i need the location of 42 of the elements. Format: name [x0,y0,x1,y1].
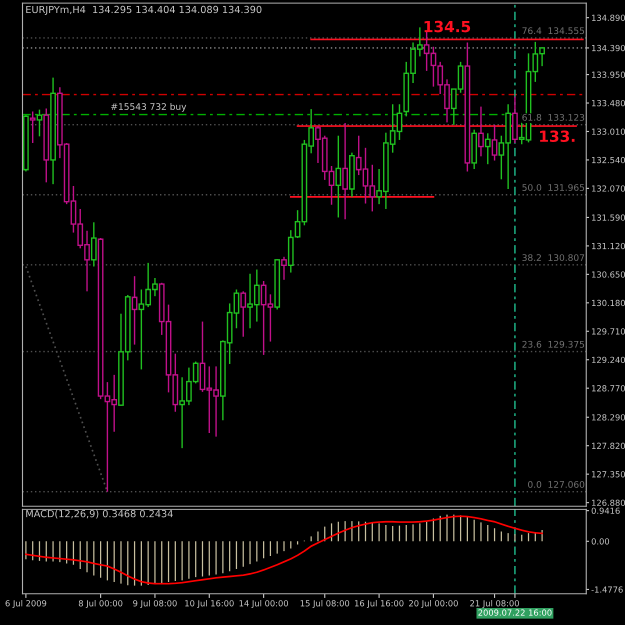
chart-title: EURJPYm,H4 134.295 134.404 134.089 134.390 [26,6,262,15]
y-tick-label: 132.070 [592,185,625,192]
x-tick-label: 6 Jul 2009 [6,600,46,608]
x-tick-label: 9 Jul 08:00 [133,600,177,608]
x-tick-label: 2009.07.22 16:00 [478,609,552,616]
y-tick-label: 129.710 [592,328,625,335]
ref-line-label: 61.8 133.123 [522,114,584,121]
y-tick-label: 133.480 [592,100,625,106]
series-label: 134.5 [424,20,470,32]
y-tick-label: 129.240 [592,356,625,364]
x-tick-label: 15 Jul 08:00 [300,600,350,608]
y-tick-label: 134.390 [592,44,625,52]
series-label: 133. [540,130,575,142]
x-tick-label: 21 Jul 08:00 [470,600,519,608]
y-tick-label: 127.350 [592,471,625,478]
y-tick-label: 0.00 [592,538,610,545]
x-tick-label: 20 Jul 00:00 [409,600,458,608]
y-tick-label: -1.4776 [592,586,623,593]
y-tick-label: 131.590 [592,214,625,221]
x-tick-label: 10 Jul 16:00 [185,600,234,608]
y-tick-label: 128.290 [592,414,625,421]
x-tick-label: 8 Jul 00:00 [78,600,122,608]
ref-line-label: 50.0 131.965 [522,184,584,191]
ref-line-label: 76.4 134.555 [522,27,584,34]
y-tick-label: 127.820 [592,442,625,449]
x-tick-label: 16 Jul 16:00 [355,600,404,608]
y-tick-label: 128.770 [592,385,625,392]
y-tick-label: 130.650 [592,271,625,278]
y-tick-label: 126.880 [592,500,625,506]
y-tick-label: 131.120 [592,242,625,250]
y-tick-label: 130.180 [592,300,625,306]
ref-line-label: 0.0 127.060 [528,481,584,488]
x-tick-label: 14 Jul 00:00 [240,600,288,608]
y-tick-label: 133.950 [592,72,625,78]
y-tick-label: 134.890 [592,14,625,21]
y-tick-label: 133.010 [592,128,625,135]
ref-line-label: 38.2 130.807 [522,254,584,262]
chart-title: MACD(12,26,9) 0.3468 0.2434 [26,510,173,518]
ref-line-label: 23.6 129.375 [522,340,584,348]
y-tick-label: 132.540 [592,156,625,164]
ref-line-label: #15543 732 buy [111,103,186,112]
y-tick-label: 0.9416 [592,508,620,514]
